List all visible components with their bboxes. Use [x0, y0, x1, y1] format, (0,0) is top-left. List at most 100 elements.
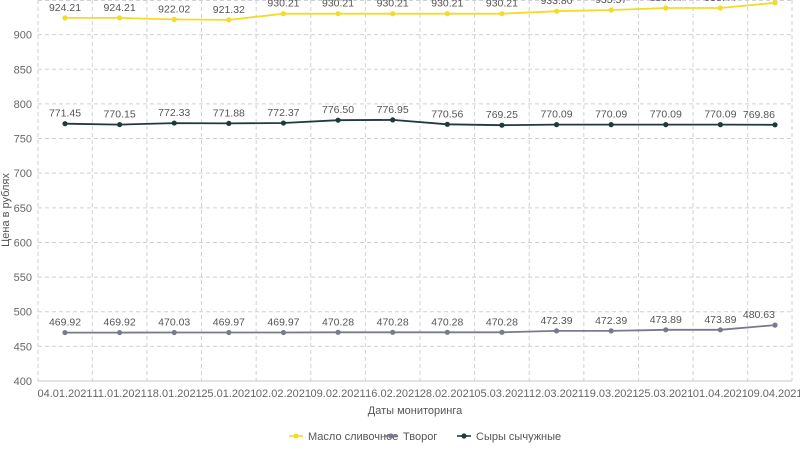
data-label: 930.21 [431, 0, 463, 10]
data-point [444, 11, 450, 17]
y-tick-label: 850 [14, 64, 32, 76]
y-tick-label: 500 [14, 307, 32, 319]
data-label: 770.09 [540, 109, 572, 121]
data-label: 469.92 [49, 317, 81, 329]
legend-entry: Масло сливочное [308, 431, 398, 443]
x-axis-title: Даты мониторинга [368, 405, 463, 417]
data-label: 938.44 [650, 0, 682, 4]
data-label: 472.39 [595, 315, 627, 327]
data-point [62, 329, 68, 336]
data-point [117, 15, 123, 21]
data-point [772, 122, 778, 128]
legend-swatch-marker [293, 433, 299, 439]
data-label: 935.57 [595, 0, 627, 6]
data-label: 473.89 [704, 314, 736, 326]
data-point [62, 121, 68, 127]
series-line [65, 1, 776, 21]
data-point [335, 329, 341, 335]
data-point [499, 329, 505, 335]
legend-swatch-marker [388, 433, 394, 439]
data-point [553, 122, 560, 128]
series-1: 924.21 924.21 922.02 921.32 930.21 930.21 930.… [49, 0, 778, 23]
data-point [608, 122, 614, 128]
x-tick-label: 25.01.2021 [201, 388, 256, 400]
data-point [390, 11, 396, 17]
data-point [171, 16, 177, 22]
x-tick-label: 28.02.2021 [420, 388, 475, 400]
legend-entry: Сыры сычужные [476, 431, 561, 443]
data-point [280, 11, 287, 17]
y-tick-label: 800 [14, 99, 32, 111]
data-label: 930.21 [267, 0, 299, 10]
data-label: 771.88 [213, 107, 245, 119]
data-label: 930.21 [377, 0, 409, 10]
x-tick-label: 05.03.2021 [474, 388, 529, 400]
x-tick-label: 01.04.2021 [693, 388, 748, 400]
x-tick-label: 12.03.2021 [529, 388, 584, 400]
data-point [117, 121, 123, 128]
data-label: 480.63 [743, 309, 775, 321]
y-axis-ticks: 400 450 500 550 600 650 700 750 800 850 900 [14, 30, 32, 388]
y-tick-label: 700 [14, 168, 32, 180]
data-point [390, 329, 396, 335]
data-label: 921.32 [213, 4, 245, 16]
data-label: 470.28 [431, 316, 463, 328]
x-tick-label: 19.03.2021 [584, 388, 639, 400]
data-label: 924.21 [104, 2, 136, 14]
data-label: 770.56 [431, 108, 463, 120]
data-point [553, 8, 560, 14]
data-label: 470.03 [158, 316, 190, 328]
data-label: 924.21 [49, 2, 81, 14]
data-point [499, 122, 505, 128]
data-point [663, 327, 669, 333]
data-point [117, 329, 123, 336]
data-point [226, 329, 232, 336]
data-label: 469.97 [213, 317, 245, 329]
data-point [717, 327, 723, 333]
data-point [499, 11, 505, 17]
x-tick-label: 25.03.2021 [638, 388, 693, 400]
y-tick-label: 550 [14, 272, 32, 284]
data-point [717, 5, 723, 11]
data-point [608, 7, 614, 13]
data-label: 933.80 [540, 0, 572, 7]
data-point [171, 329, 177, 336]
data-label: 770.15 [104, 109, 136, 121]
x-tick-label: 02.02.2021 [256, 388, 311, 400]
data-point [280, 120, 287, 126]
data-point [335, 11, 341, 17]
data-label: 470.28 [486, 316, 518, 328]
data-label: 469.97 [267, 317, 299, 329]
data-point [390, 117, 396, 123]
legend-swatch-marker [461, 433, 467, 439]
data-label: 769.25 [486, 109, 518, 121]
data-label: 930.21 [486, 0, 518, 10]
data-label: 938.44 [704, 0, 736, 4]
data-label: 776.95 [377, 104, 409, 116]
y-tick-label: 600 [14, 237, 32, 249]
data-point [553, 328, 560, 334]
series-3: 771.45 770.15 772.33 771.88 772.37 776.50 776.… [49, 104, 778, 128]
data-point [717, 122, 723, 128]
y-tick-label: 650 [14, 203, 32, 215]
data-label: 772.33 [158, 107, 190, 119]
y-tick-label: 750 [14, 134, 32, 146]
data-label: 770.09 [595, 109, 627, 121]
data-label: 769.86 [743, 109, 775, 121]
data-label: 469.92 [104, 317, 136, 329]
data-label: 922.02 [158, 3, 190, 15]
y-tick-label: 900 [14, 30, 32, 42]
data-label: 770.09 [650, 109, 682, 121]
data-point [608, 328, 614, 334]
x-tick-label: 16.02.2021 [365, 388, 420, 400]
series-group: 924.21 924.21 922.02 921.32 930.21 930.21 930.… [49, 0, 778, 336]
data-point [226, 120, 232, 126]
x-tick-label: 09.02.2021 [311, 388, 366, 400]
y-axis-title: Цена в рублях [0, 173, 12, 247]
y-tick-label: 400 [14, 376, 32, 388]
series-line [64, 118, 776, 127]
x-axis-ticks: 04.01.2021 11.01.2021 18.01.2021 25.01.2021… [37, 388, 800, 400]
grid-lines [37, 0, 793, 382]
data-point [62, 15, 68, 21]
data-label: 771.45 [49, 108, 81, 120]
